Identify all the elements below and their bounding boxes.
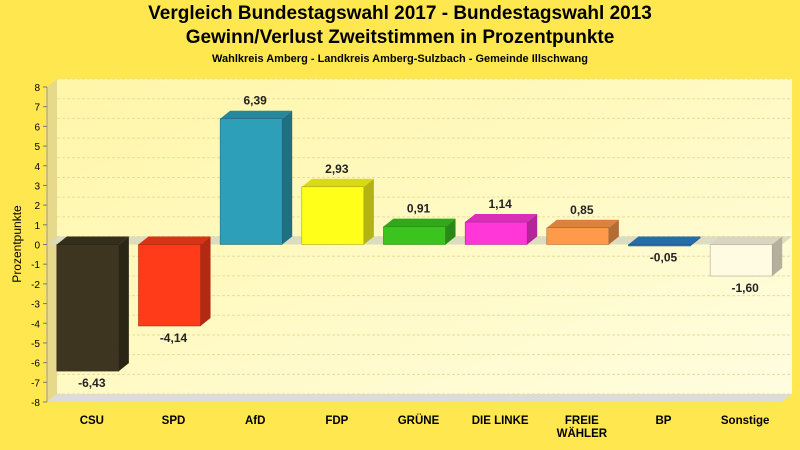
x-tick-label: DIE LINKE: [472, 415, 529, 427]
bar-front-face: [138, 244, 201, 327]
x-tick-label: SPD: [162, 415, 186, 427]
x-tick-label: Sonstige: [721, 415, 770, 427]
bar-front-face: [301, 186, 365, 245]
y-tick-label: 2: [34, 201, 40, 212]
y-tick-label: -7: [31, 378, 40, 389]
y-tick-label: -4: [31, 319, 40, 330]
x-tick-label: WÄHLER: [557, 427, 608, 440]
bar-top-face: [628, 236, 701, 245]
data-label: 2,93: [325, 162, 349, 176]
y-tick-label: 8: [34, 83, 40, 94]
y-tick-label: -6: [31, 359, 40, 370]
y-tick-label: 3: [34, 181, 40, 192]
bar-front-face: [628, 244, 691, 247]
bar-front-face: [219, 118, 283, 245]
y-tick-label: 1: [34, 221, 40, 232]
chart-subtitle: Wahlkreis Amberg - Landkreis Amberg-Sulz…: [212, 53, 588, 65]
bar-side-face: [282, 110, 293, 245]
bar-side-face: [527, 214, 538, 245]
x-tick-label: CSU: [80, 415, 104, 427]
bar-front-face: [546, 227, 610, 245]
bar-side-face: [363, 178, 374, 245]
bar-side-face: [608, 219, 619, 245]
bar-top-face: [546, 219, 619, 228]
chart-title-line1: Vergleich Bundestagswahl 2017 - Bundesta…: [148, 3, 652, 24]
bar-bp: [628, 236, 701, 247]
data-label: -1,60: [731, 281, 759, 295]
bar-side-face: [690, 236, 701, 246]
bar-top-face: [301, 178, 374, 187]
data-labels: -6,43 -4,14 6,39 2,93 0,91 1,14 0,85 -0,05 -1,60: [78, 94, 759, 390]
data-label: 6,39: [243, 94, 267, 108]
x-tick-label: FREIE: [565, 415, 599, 427]
data-label: 1,14: [488, 197, 512, 211]
y-tick-label: 7: [34, 103, 40, 114]
x-tick-label: AfD: [245, 415, 265, 427]
bar-afd: [219, 110, 293, 245]
y-tick-label: 4: [34, 162, 40, 173]
y-tick-label: 5: [34, 142, 40, 153]
bar-front-face: [56, 244, 120, 372]
bar-top-face: [56, 236, 129, 245]
y-tick-label: -8: [31, 398, 40, 409]
data-label: 0,85: [570, 203, 594, 217]
y-tick-label: -1: [31, 260, 40, 271]
bar-die-linke: [464, 214, 538, 245]
bar-top-face: [138, 236, 211, 245]
y-tick-label: -2: [31, 280, 40, 291]
y-tick-label: 0: [34, 241, 40, 252]
bar-top-face: [220, 110, 293, 119]
bar-sonstige: [709, 236, 783, 277]
bar-spd: [138, 236, 211, 327]
bar-side-face: [445, 218, 456, 245]
y-tick-label: -5: [31, 339, 40, 350]
y-tick-label: 6: [34, 122, 40, 133]
bar-freie-wähler: [546, 219, 619, 245]
x-tick-label: BP: [656, 415, 672, 427]
bar-fdp: [301, 178, 374, 245]
data-label: -0,05: [650, 250, 678, 264]
bar-front-face: [709, 244, 773, 277]
bar-top-face: [383, 218, 456, 227]
bar-csu: [56, 236, 129, 372]
bars: [56, 110, 783, 372]
data-label: 0,91: [407, 202, 431, 216]
bar-side-face: [772, 236, 783, 276]
bar-side-face: [200, 236, 211, 327]
bar-top-face: [465, 214, 538, 223]
y-tick-label: -3: [31, 300, 40, 311]
plot-floor: [47, 394, 792, 402]
x-tick-label: GRÜNE: [398, 414, 440, 427]
data-label: -4,14: [160, 331, 188, 345]
bar-top-face: [710, 236, 783, 245]
bar-grüne: [383, 218, 456, 245]
data-label: -6,43: [78, 376, 106, 390]
bar-side-face: [118, 236, 129, 372]
bar-front-face: [464, 221, 528, 245]
bar-front-face: [383, 226, 446, 245]
chart-title-line2: Gewinn/Verlust Zweitstimmen in Prozentpu…: [185, 27, 615, 48]
y-axis-label: Prozentpunkte: [10, 205, 24, 283]
y-axis-ticks: 8 7 6 5 4 3 2 1 0 -1 -2 -3 -4 -5 -6 -7 -8: [31, 83, 47, 409]
x-tick-label: FDP: [325, 415, 348, 427]
